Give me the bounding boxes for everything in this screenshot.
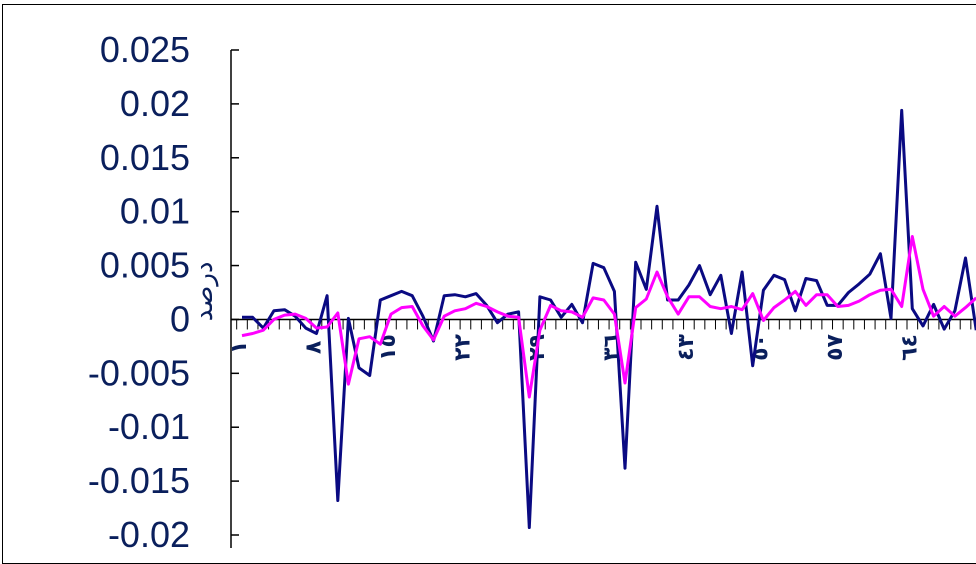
x-tick-label: ٥٧ <box>823 333 848 360</box>
y-tick-label: -0.015 <box>88 460 190 501</box>
y-tick-label: 0.005 <box>100 245 190 286</box>
series-group <box>241 108 976 529</box>
y-tick-label: 0.015 <box>100 137 190 178</box>
series-line-1 <box>242 108 976 529</box>
series-line-2 <box>241 235 976 399</box>
x-tick-label: ٨ <box>301 340 326 354</box>
y-tick-label: 0.02 <box>120 83 190 124</box>
x-tick-label: ٢٢ <box>450 333 475 360</box>
x-tick-label: ٤٣ <box>674 333 699 360</box>
y-tick-label: 0 <box>170 298 190 339</box>
x-tick-label: ١ <box>227 341 252 354</box>
x-tick-label: ١٥ <box>376 334 401 361</box>
y-tick-label: 0.01 <box>120 191 190 232</box>
y-tick-label: 0.025 <box>100 29 190 70</box>
y-axis-label: درصد <box>189 262 219 322</box>
y-tick-label: -0.01 <box>108 406 190 447</box>
y-axis: 0.025 0.02 0.015 0.01 0.005 0 -0.005 -0.01 -0.01… <box>88 29 239 548</box>
line-chart: 0.025 0.02 0.015 0.01 0.005 0 -0.005 -0.01 -0.01… <box>88 29 976 548</box>
y-tick-label: -0.02 <box>108 514 190 548</box>
x-axis: ١ ٨ ١٥ ٢٢ ٢٩ ٣٦ ٤٣ ٥٠ ٥٧ ٦٤ <box>227 318 976 361</box>
y-tick-label: -0.005 <box>88 352 190 393</box>
x-tick-label: ٦٤ <box>897 334 922 361</box>
